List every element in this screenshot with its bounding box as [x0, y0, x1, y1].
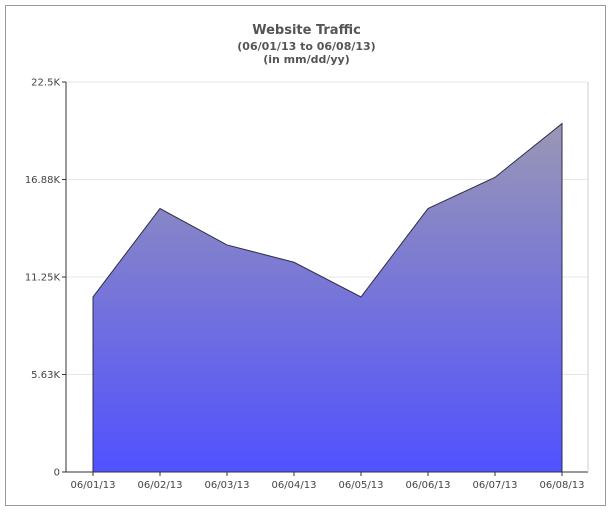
chart-title: Website Traffic — [252, 23, 361, 38]
x-tick-label: 06/02/13 — [138, 480, 183, 491]
x-tick-label: 06/03/13 — [205, 480, 250, 491]
y-axis-ticks: 0 5.63K 11.25K 16.88K 22.5K — [25, 78, 66, 479]
y-tick-label: 16.88K — [25, 175, 61, 186]
x-tick-label: 06/01/13 — [71, 480, 116, 491]
x-axis-ticks: 06/01/13 06/02/13 06/03/13 06/04/13 06/05/13… — [71, 472, 585, 491]
x-tick-label: 06/07/13 — [473, 480, 518, 491]
x-tick-label: 06/06/13 — [406, 480, 451, 491]
series-line — [92, 122, 563, 472]
y-tick-label: 0 — [54, 468, 60, 479]
chart-subtitle-format: (in mm/dd/yy) — [263, 53, 350, 66]
x-tick-label: 06/08/13 — [540, 480, 585, 491]
x-tick-label: 06/04/13 — [272, 480, 317, 491]
chart-subtitle-range: (06/01/13 to 06/08/13) — [237, 40, 376, 53]
area-fill — [93, 123, 562, 472]
x-tick-label: 06/05/13 — [339, 480, 384, 491]
y-tick-label: 11.25K — [25, 273, 61, 284]
series-area — [92, 122, 563, 472]
y-tick-label: 22.5K — [31, 78, 60, 89]
chart-titles: Website Traffic (06/01/13 to 06/08/13) (… — [0, 22, 613, 66]
y-tick-label: 5.63K — [31, 370, 60, 381]
